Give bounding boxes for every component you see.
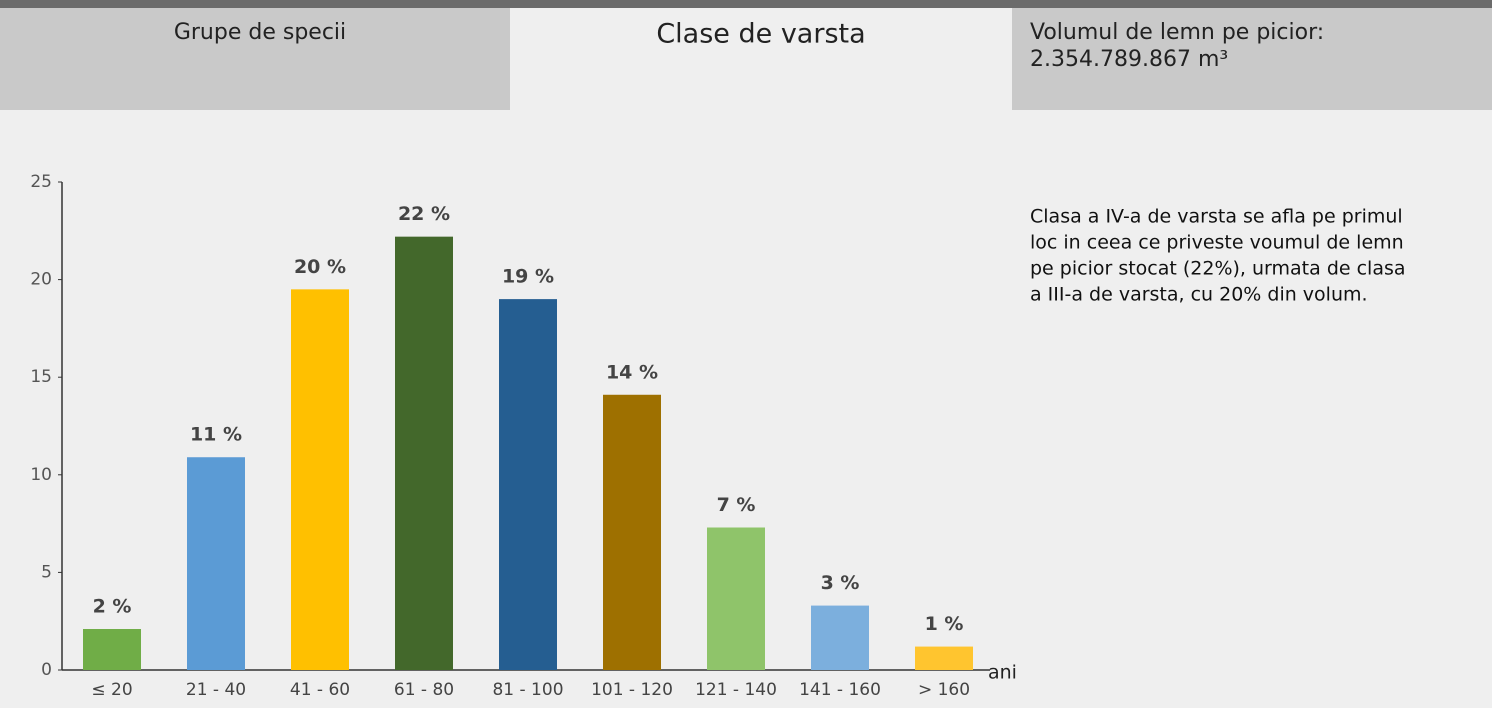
bar — [499, 299, 557, 670]
bar — [707, 527, 765, 670]
tab[interactable] — [0, 8, 510, 110]
bar — [915, 646, 973, 670]
x-axis-label: ani — [988, 662, 1017, 684]
note-line: a III-a de varsta, cu 20% din volum. — [1030, 284, 1368, 306]
bar — [811, 605, 869, 670]
y-tick-label: 20 — [30, 270, 52, 290]
y-tick-label: 15 — [30, 367, 52, 387]
note-line: pe picior stocat (22%), urmata de clasa — [1030, 258, 1406, 280]
x-tick-label: > 160 — [918, 680, 970, 700]
data-label: 14 % — [606, 361, 658, 383]
note-line: Clasa a IV-a de varsta se afla pe primul — [1030, 206, 1403, 228]
data-label: 1 % — [925, 613, 964, 635]
x-tick-label: 41 - 60 — [290, 680, 350, 700]
bar — [291, 289, 349, 670]
data-label: 22 % — [398, 203, 450, 225]
note-line: loc in ceea ce priveste voumul de lemn — [1030, 232, 1404, 254]
x-tick-label: 121 - 140 — [695, 680, 777, 700]
y-tick-label: 25 — [30, 172, 52, 192]
bar — [395, 236, 453, 670]
x-tick-label: 81 - 100 — [492, 680, 563, 700]
bar — [187, 457, 245, 670]
bar — [603, 394, 661, 670]
data-label: 19 % — [502, 266, 554, 288]
data-label: 20 % — [294, 256, 346, 278]
volume-value: 2.354.789.867 m³ — [1030, 47, 1228, 72]
data-label: 3 % — [821, 572, 860, 594]
x-tick-label: ≤ 20 — [91, 680, 132, 700]
y-tick-label: 0 — [41, 660, 52, 680]
tab-label[interactable]: Clase de varsta — [656, 19, 865, 50]
volume-label: Volumul de lemn pe picior: — [1030, 20, 1324, 45]
bar — [83, 629, 141, 670]
top-bar — [0, 0, 1492, 8]
x-tick-label: 101 - 120 — [591, 680, 673, 700]
y-tick-label: 10 — [30, 465, 52, 485]
data-label: 2 % — [93, 596, 132, 618]
data-label: 7 % — [717, 494, 756, 516]
y-tick-label: 5 — [41, 562, 52, 582]
volume-panel — [1012, 8, 1492, 110]
tab-active[interactable] — [510, 8, 1012, 110]
tab-label[interactable]: Grupe de specii — [174, 20, 346, 45]
x-tick-label: 61 - 80 — [394, 680, 454, 700]
x-tick-label: 21 - 40 — [186, 680, 246, 700]
x-tick-label: 141 - 160 — [799, 680, 881, 700]
data-label: 11 % — [190, 424, 242, 446]
